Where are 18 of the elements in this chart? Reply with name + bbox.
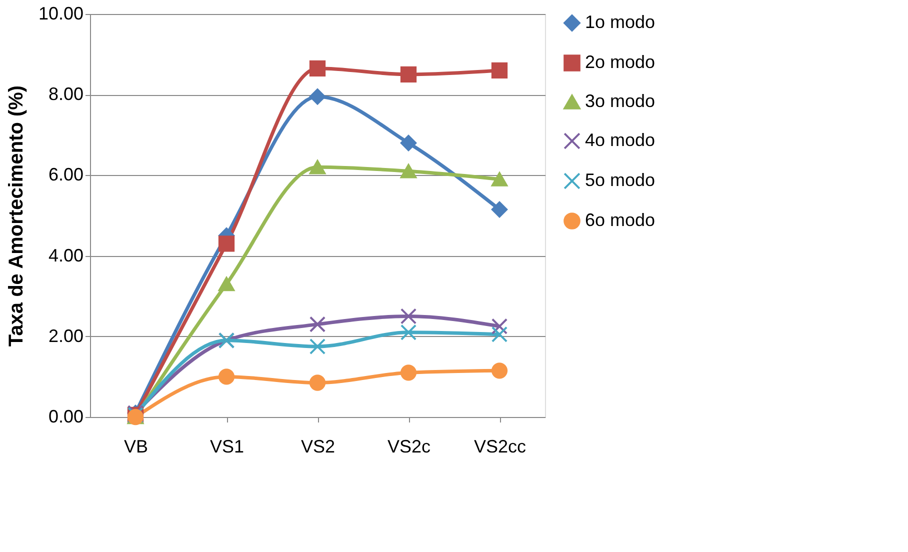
x-tick-label: VS1 [210, 436, 244, 456]
legend-label: 5o modo [585, 170, 656, 190]
x-tick-label: VS2c [387, 436, 431, 456]
y-tick-label: 4.00 [48, 245, 84, 266]
y-tick-label: 6.00 [48, 164, 84, 185]
x-tick-label: VS2cc [474, 436, 526, 456]
y-tick-label: 0.00 [48, 406, 84, 426]
legend-label: 6o modo [585, 210, 656, 230]
legend-label: 3o modo [585, 91, 656, 111]
y-tick-label: 2.00 [48, 326, 84, 346]
x-tick-label: VB [124, 436, 148, 456]
x-tick-label: VS2 [300, 436, 336, 456]
y-tick-label: 8.00 [48, 84, 84, 104]
legend-label: 2o modo [585, 52, 656, 72]
legend-label: 1o modo [585, 12, 656, 32]
y-axis-title: Taxa de Amortecimento (%) [5, 85, 28, 347]
y-tick-label: 10.00 [38, 4, 84, 24]
legend-label: 4o modo [585, 130, 656, 150]
